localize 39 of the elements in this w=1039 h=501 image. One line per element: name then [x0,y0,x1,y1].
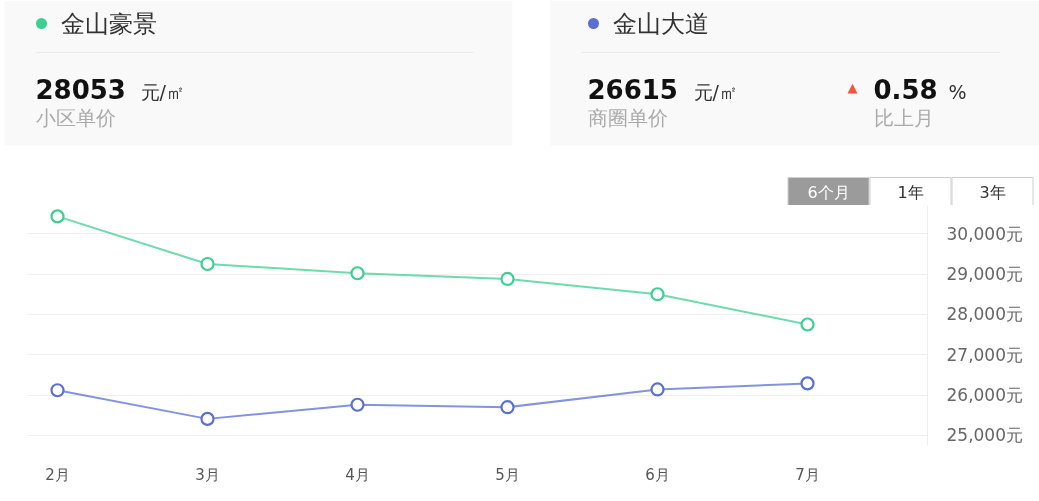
x-tick-label: 5月 [495,465,520,484]
text: % [948,80,967,103]
y-tick-label: 27,000元 [946,344,1023,365]
text: 6个月 [807,183,850,202]
text: 元/㎡ [140,80,185,103]
y-tick-label: 29,000元 [946,264,1023,285]
point [500,400,515,415]
text: 元/㎡ [693,80,738,103]
x-tick-label: 4月 [345,465,370,484]
text: 商圈单价 [587,105,668,130]
x-tick-label: 2月 [45,465,70,484]
point [350,397,365,412]
text: 1年 [897,183,924,202]
point [500,271,515,286]
point [200,256,215,272]
text: ▲ [847,80,858,95]
point [50,209,65,224]
y-tick-label: 28,000元 [946,304,1023,325]
text: 28053 [35,74,126,105]
x-tick-label: 3月 [195,465,220,484]
text: 0.58 [873,74,938,105]
x-tick-label: 6月 [645,465,670,484]
point [50,383,65,398]
point [800,376,815,391]
text: 3年 [979,183,1006,202]
y-tick-label: 30,000元 [946,223,1023,244]
y-tick-label: 25,000元 [946,425,1023,446]
y-tick-label: 26,000元 [946,385,1023,406]
text: 26615 [587,74,678,105]
legend-label: 金山豪景 [60,9,157,38]
point [350,266,365,281]
point [800,317,815,332]
text: 比上月 [873,105,934,130]
point [200,411,215,426]
text: 小区单价 [35,105,116,130]
legend-label: 金山大道 [612,9,709,38]
x-tick-label: 7月 [795,465,820,484]
point [650,287,665,302]
point [650,382,665,397]
